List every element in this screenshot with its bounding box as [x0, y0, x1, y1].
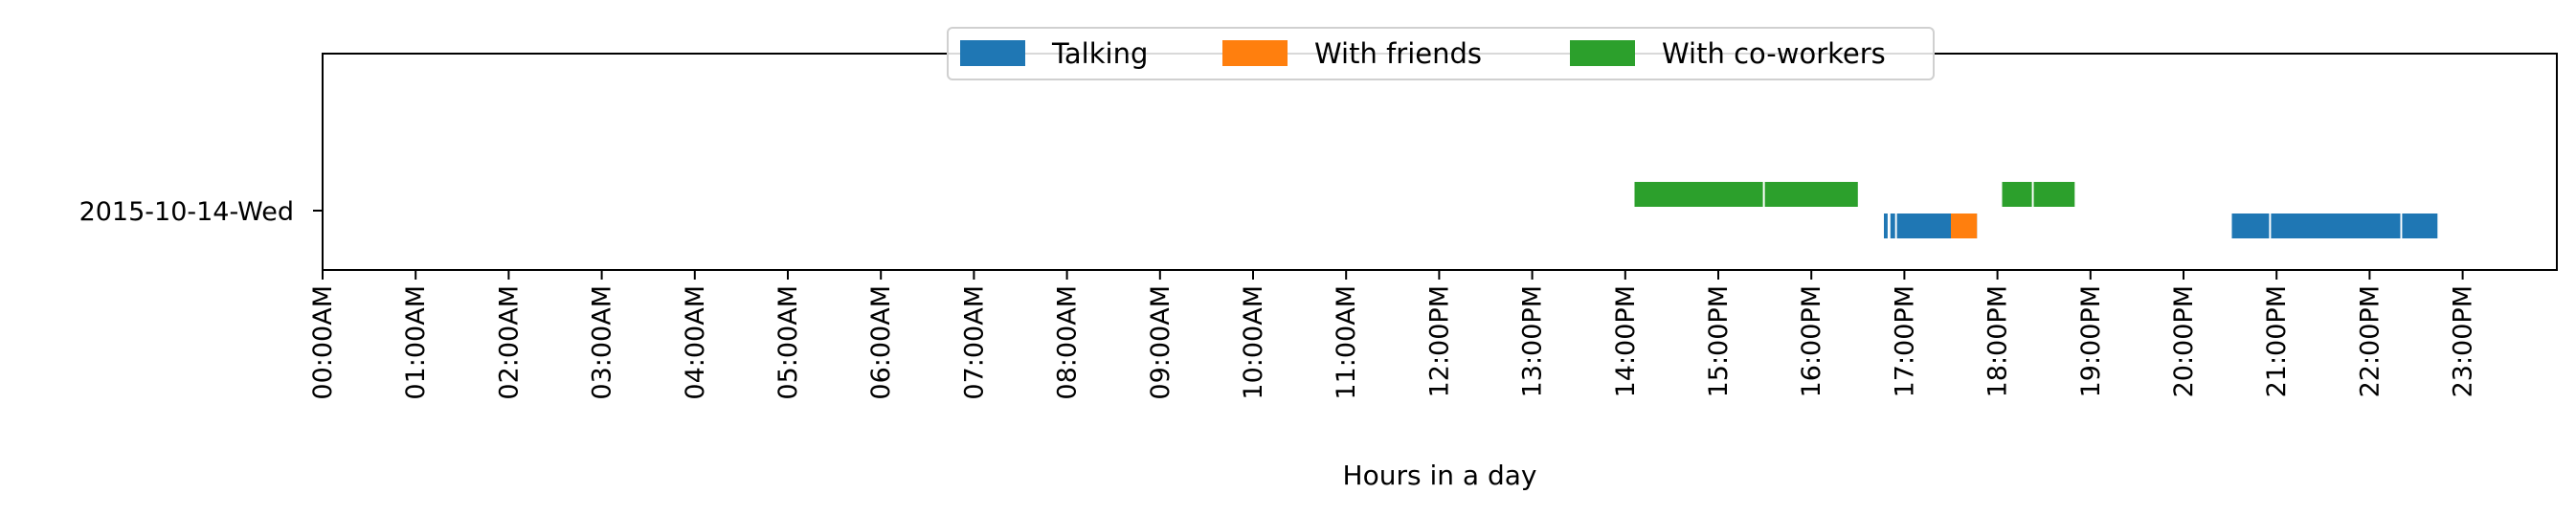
x-tick-label: 01:00AM — [401, 285, 431, 400]
x-axis-label: Hours in a day — [1343, 460, 1537, 491]
bar-talking-1 — [1890, 214, 1895, 238]
x-tick-label: 16:00PM — [1797, 285, 1826, 397]
legend-box — [947, 27, 1935, 80]
x-tick-label: 20:00PM — [2169, 285, 2199, 397]
x-tick-label: 04:00AM — [681, 285, 710, 400]
y-axis-ticks: 2015-10-14-Wed — [79, 197, 323, 227]
x-axis-ticks: 00:00AM 01:00AM 02:00AM 03:00AM 04:00AM 05:00… — [308, 270, 2478, 400]
x-tick-label: 19:00PM — [2076, 285, 2106, 397]
x-tick-label: 05:00AM — [773, 285, 803, 400]
bar-talking-0 — [1884, 214, 1888, 238]
bar-with-co-workers-3 — [2033, 182, 2075, 207]
legend-swatch-with-co-workers — [1570, 40, 1635, 66]
legend-swatch-talking — [960, 40, 1025, 66]
x-tick-label: 13:00PM — [1518, 285, 1548, 397]
x-tick-label: 22:00PM — [2355, 285, 2385, 397]
x-tick-label: 15:00PM — [1704, 285, 1734, 397]
x-tick-label: 06:00AM — [866, 285, 896, 400]
x-tick-label: 23:00PM — [2449, 285, 2478, 397]
legend-swatch-with-friends — [1222, 40, 1288, 66]
bar-with-co-workers-2 — [2002, 182, 2032, 207]
x-tick-label: 00:00AM — [308, 285, 338, 400]
x-tick-label: 08:00AM — [1053, 285, 1083, 400]
y-tick-label: 2015-10-14-Wed — [79, 197, 294, 227]
x-tick-label: 21:00PM — [2262, 285, 2292, 397]
plot-frame — [322, 53, 2558, 271]
bar-with-co-workers-1 — [1764, 182, 1858, 207]
bar-talking-5 — [2402, 214, 2438, 238]
x-tick-label: 11:00AM — [1332, 285, 1361, 400]
legend-label: Talking — [1051, 37, 1148, 70]
legend: Talking With friends With co-workers — [947, 27, 1935, 80]
legend-label: With friends — [1314, 37, 1482, 70]
x-tick-label: 02:00AM — [494, 285, 524, 400]
x-tick-label: 09:00AM — [1146, 285, 1176, 400]
x-tick-label: 12:00PM — [1424, 285, 1454, 397]
x-tick-label: 14:00PM — [1611, 285, 1641, 397]
bar-with-friends-0 — [1951, 214, 1978, 238]
plot-area — [322, 53, 2558, 271]
x-tick-label: 17:00PM — [1890, 285, 1919, 397]
x-tick-label: 07:00AM — [959, 285, 989, 400]
bar-with-co-workers-0 — [1634, 182, 1763, 207]
activity-bars — [1634, 182, 2438, 238]
x-tick-label: 18:00PM — [1983, 285, 2013, 397]
bar-talking-4 — [2271, 214, 2401, 238]
bar-talking-3 — [2231, 214, 2270, 238]
x-tick-label: 10:00AM — [1239, 285, 1268, 400]
legend-label: With co-workers — [1662, 37, 1886, 70]
x-tick-label: 03:00AM — [588, 285, 617, 400]
